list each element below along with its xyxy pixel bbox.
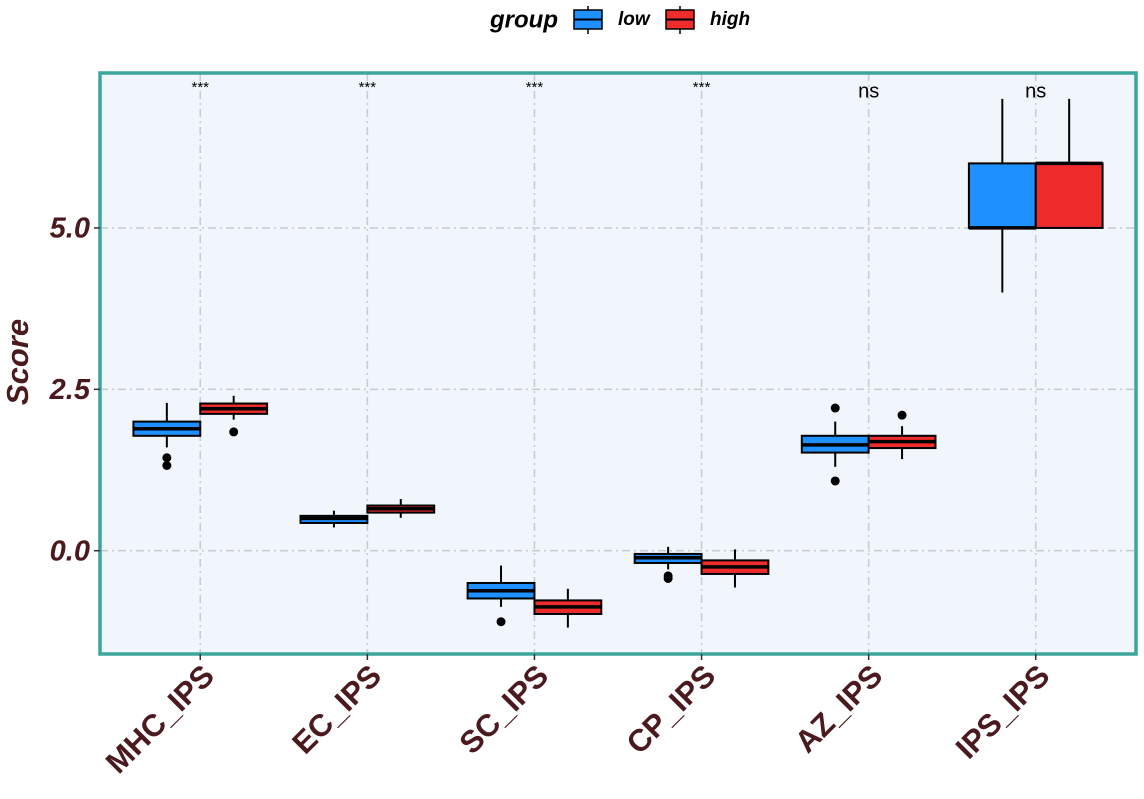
legend-title: group (489, 6, 558, 33)
outlier (229, 427, 239, 437)
significance-label: *** (359, 79, 377, 96)
y-tick-label: 0.0 (50, 535, 90, 567)
outlier (162, 460, 172, 470)
outlier (663, 573, 673, 583)
y-tick-label: 2.5 (49, 374, 91, 406)
y-axis-label: Score (0, 319, 35, 405)
legend-label: high (710, 9, 750, 30)
outlier (830, 403, 840, 413)
x-tick-label: IPS_IPS (949, 658, 1057, 766)
x-tick-label: MHC_IPS (99, 658, 221, 780)
significance-label: *** (192, 79, 210, 96)
x-tick-label: EC_IPS (285, 658, 388, 761)
significance-label: ns (858, 80, 879, 102)
x-tick-label: SC_IPS (452, 658, 555, 761)
marks (132, 98, 1104, 628)
y-tick-label: 5.0 (50, 213, 90, 245)
plot-border (98, 71, 1138, 656)
x-tick-label: AZ_IPS (788, 658, 889, 759)
box (1034, 162, 1104, 229)
significance-label: ns (1025, 80, 1046, 102)
legend: low high (573, 6, 750, 34)
box (967, 162, 1037, 229)
legend-label: low (618, 9, 651, 30)
significance-label: *** (526, 79, 544, 96)
outlier (496, 617, 506, 627)
plot-panel (100, 73, 1136, 654)
x-tick-label: CP_IPS (620, 658, 723, 761)
significance-label: *** (693, 79, 711, 96)
outlier (897, 410, 907, 420)
outlier (162, 453, 172, 463)
outlier (830, 476, 840, 486)
